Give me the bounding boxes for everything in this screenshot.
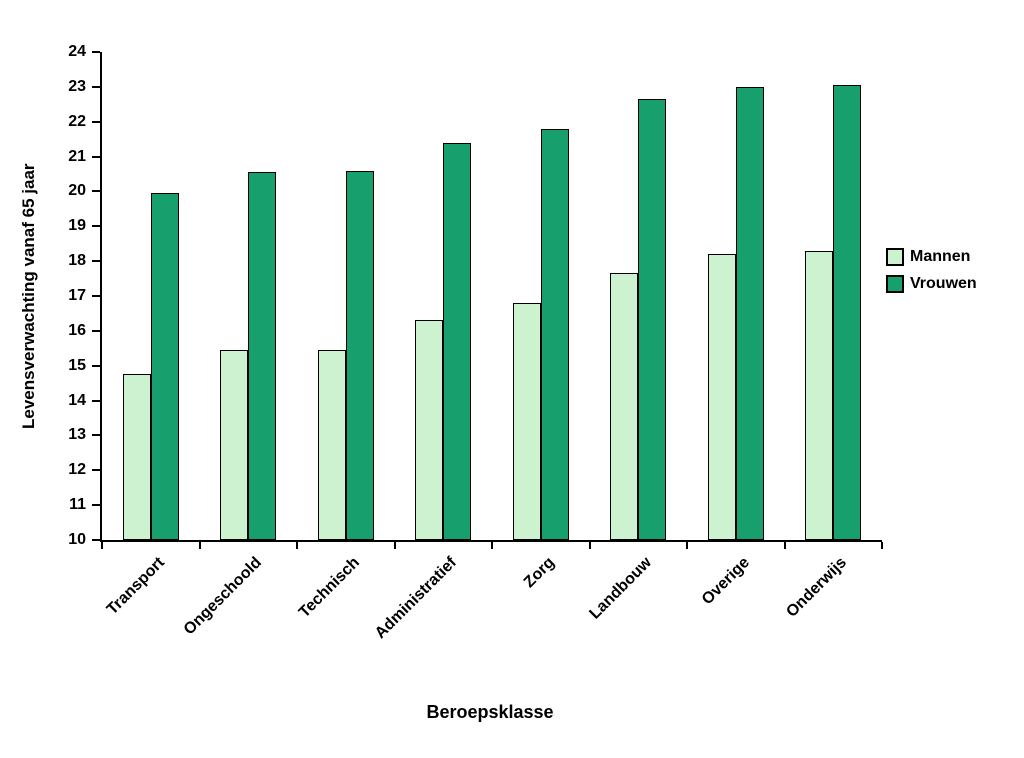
legend-swatch-vrouwen [886, 275, 904, 293]
bar-mannen-ongeschoold [220, 350, 249, 540]
y-tick-mark [92, 120, 100, 123]
y-tick-mark [92, 329, 100, 332]
bar-mannen-technisch [317, 350, 346, 540]
x-tick-label: Zorg [520, 554, 558, 592]
x-tick-label: Overige [698, 554, 753, 609]
y-tick-label: 18 [68, 252, 86, 270]
bar-vrouwen-transport [150, 193, 179, 540]
y-tick-label: 22 [68, 112, 86, 130]
y-tick-label: 15 [68, 356, 86, 374]
x-tick-label: Administratief [372, 554, 461, 643]
y-tick-mark [92, 434, 100, 437]
x-tick-mark [783, 542, 786, 549]
y-tick-mark [92, 295, 100, 297]
legend-label: Mannen [910, 248, 971, 265]
bar-mannen-transport [122, 374, 151, 540]
x-tick-mark [198, 542, 201, 549]
bar-mannen-zorg [512, 302, 541, 540]
bar-mannen-administratief [415, 320, 444, 540]
y-tick-label: 14 [68, 391, 86, 409]
y-tick-label: 17 [68, 287, 86, 304]
y-tick-label: 11 [69, 496, 86, 514]
y-tick-mark [92, 51, 100, 53]
bar-mannen-landbouw [610, 273, 639, 540]
bar-mannen-overige [707, 254, 736, 540]
x-tick-mark [393, 542, 396, 549]
legend-entry-mannen: Mannen [886, 248, 977, 266]
bar-mannen-onderwijs [805, 250, 834, 540]
y-tick-mark [92, 364, 100, 367]
y-tick-mark [92, 225, 100, 228]
x-tick-mark [101, 542, 103, 549]
y-tick-label: 23 [68, 77, 86, 95]
y-tick-label: 19 [68, 217, 86, 235]
x-tick-label: Landbouw [586, 554, 656, 623]
y-tick-mark [92, 260, 100, 263]
x-tick-mark [296, 542, 298, 549]
x-tick-label: Ongeschoold [180, 554, 266, 639]
bar-vrouwen-ongeschoold [248, 172, 277, 540]
y-tick-mark [92, 399, 100, 402]
bar-vrouwen-administratief [443, 142, 472, 540]
x-tick-mark [686, 542, 688, 549]
y-tick-mark [92, 190, 100, 193]
bar-vrouwen-landbouw [638, 99, 667, 540]
legend-entry-vrouwen: Vrouwen [886, 275, 977, 293]
bar-vrouwen-zorg [540, 128, 569, 540]
legend: Mannen Vrouwen [886, 248, 977, 293]
legend-label: Vrouwen [910, 275, 977, 292]
y-axis-title: Levensverwachting vanaf 65 jaar [19, 163, 38, 429]
legend-swatch-mannen [886, 248, 904, 266]
x-tick-mark [588, 542, 591, 549]
y-tick-label: 24 [68, 43, 86, 60]
y-tick-label: 21 [68, 147, 86, 165]
plot-area: 10 11 12 13 14 15 16 17 18 19 20 21 22 23 24 Transport O… [68, 43, 883, 642]
y-tick-label: 13 [68, 426, 86, 444]
y-tick-label: 20 [68, 182, 86, 200]
y-tick-mark [92, 85, 100, 88]
x-tick-label: Technisch [295, 554, 363, 622]
y-tick-mark [92, 504, 100, 507]
y-tick-mark [92, 469, 100, 472]
y-tick-label: 12 [68, 461, 86, 479]
x-axis-title: Beroepsklasse [426, 702, 554, 722]
x-tick-label: Transport [103, 554, 168, 619]
x-tick-label: Onderwijs [783, 554, 851, 621]
y-tick-label: 10 [68, 531, 86, 548]
bar-vrouwen-technisch [345, 170, 374, 540]
bar-vrouwen-overige [735, 86, 764, 540]
y-tick-label: 16 [68, 321, 86, 339]
x-tick-mark [491, 542, 493, 549]
y-tick-mark [92, 155, 100, 158]
x-tick-mark [881, 542, 883, 549]
y-tick-mark [92, 539, 100, 541]
bar-vrouwen-onderwijs [833, 85, 862, 540]
